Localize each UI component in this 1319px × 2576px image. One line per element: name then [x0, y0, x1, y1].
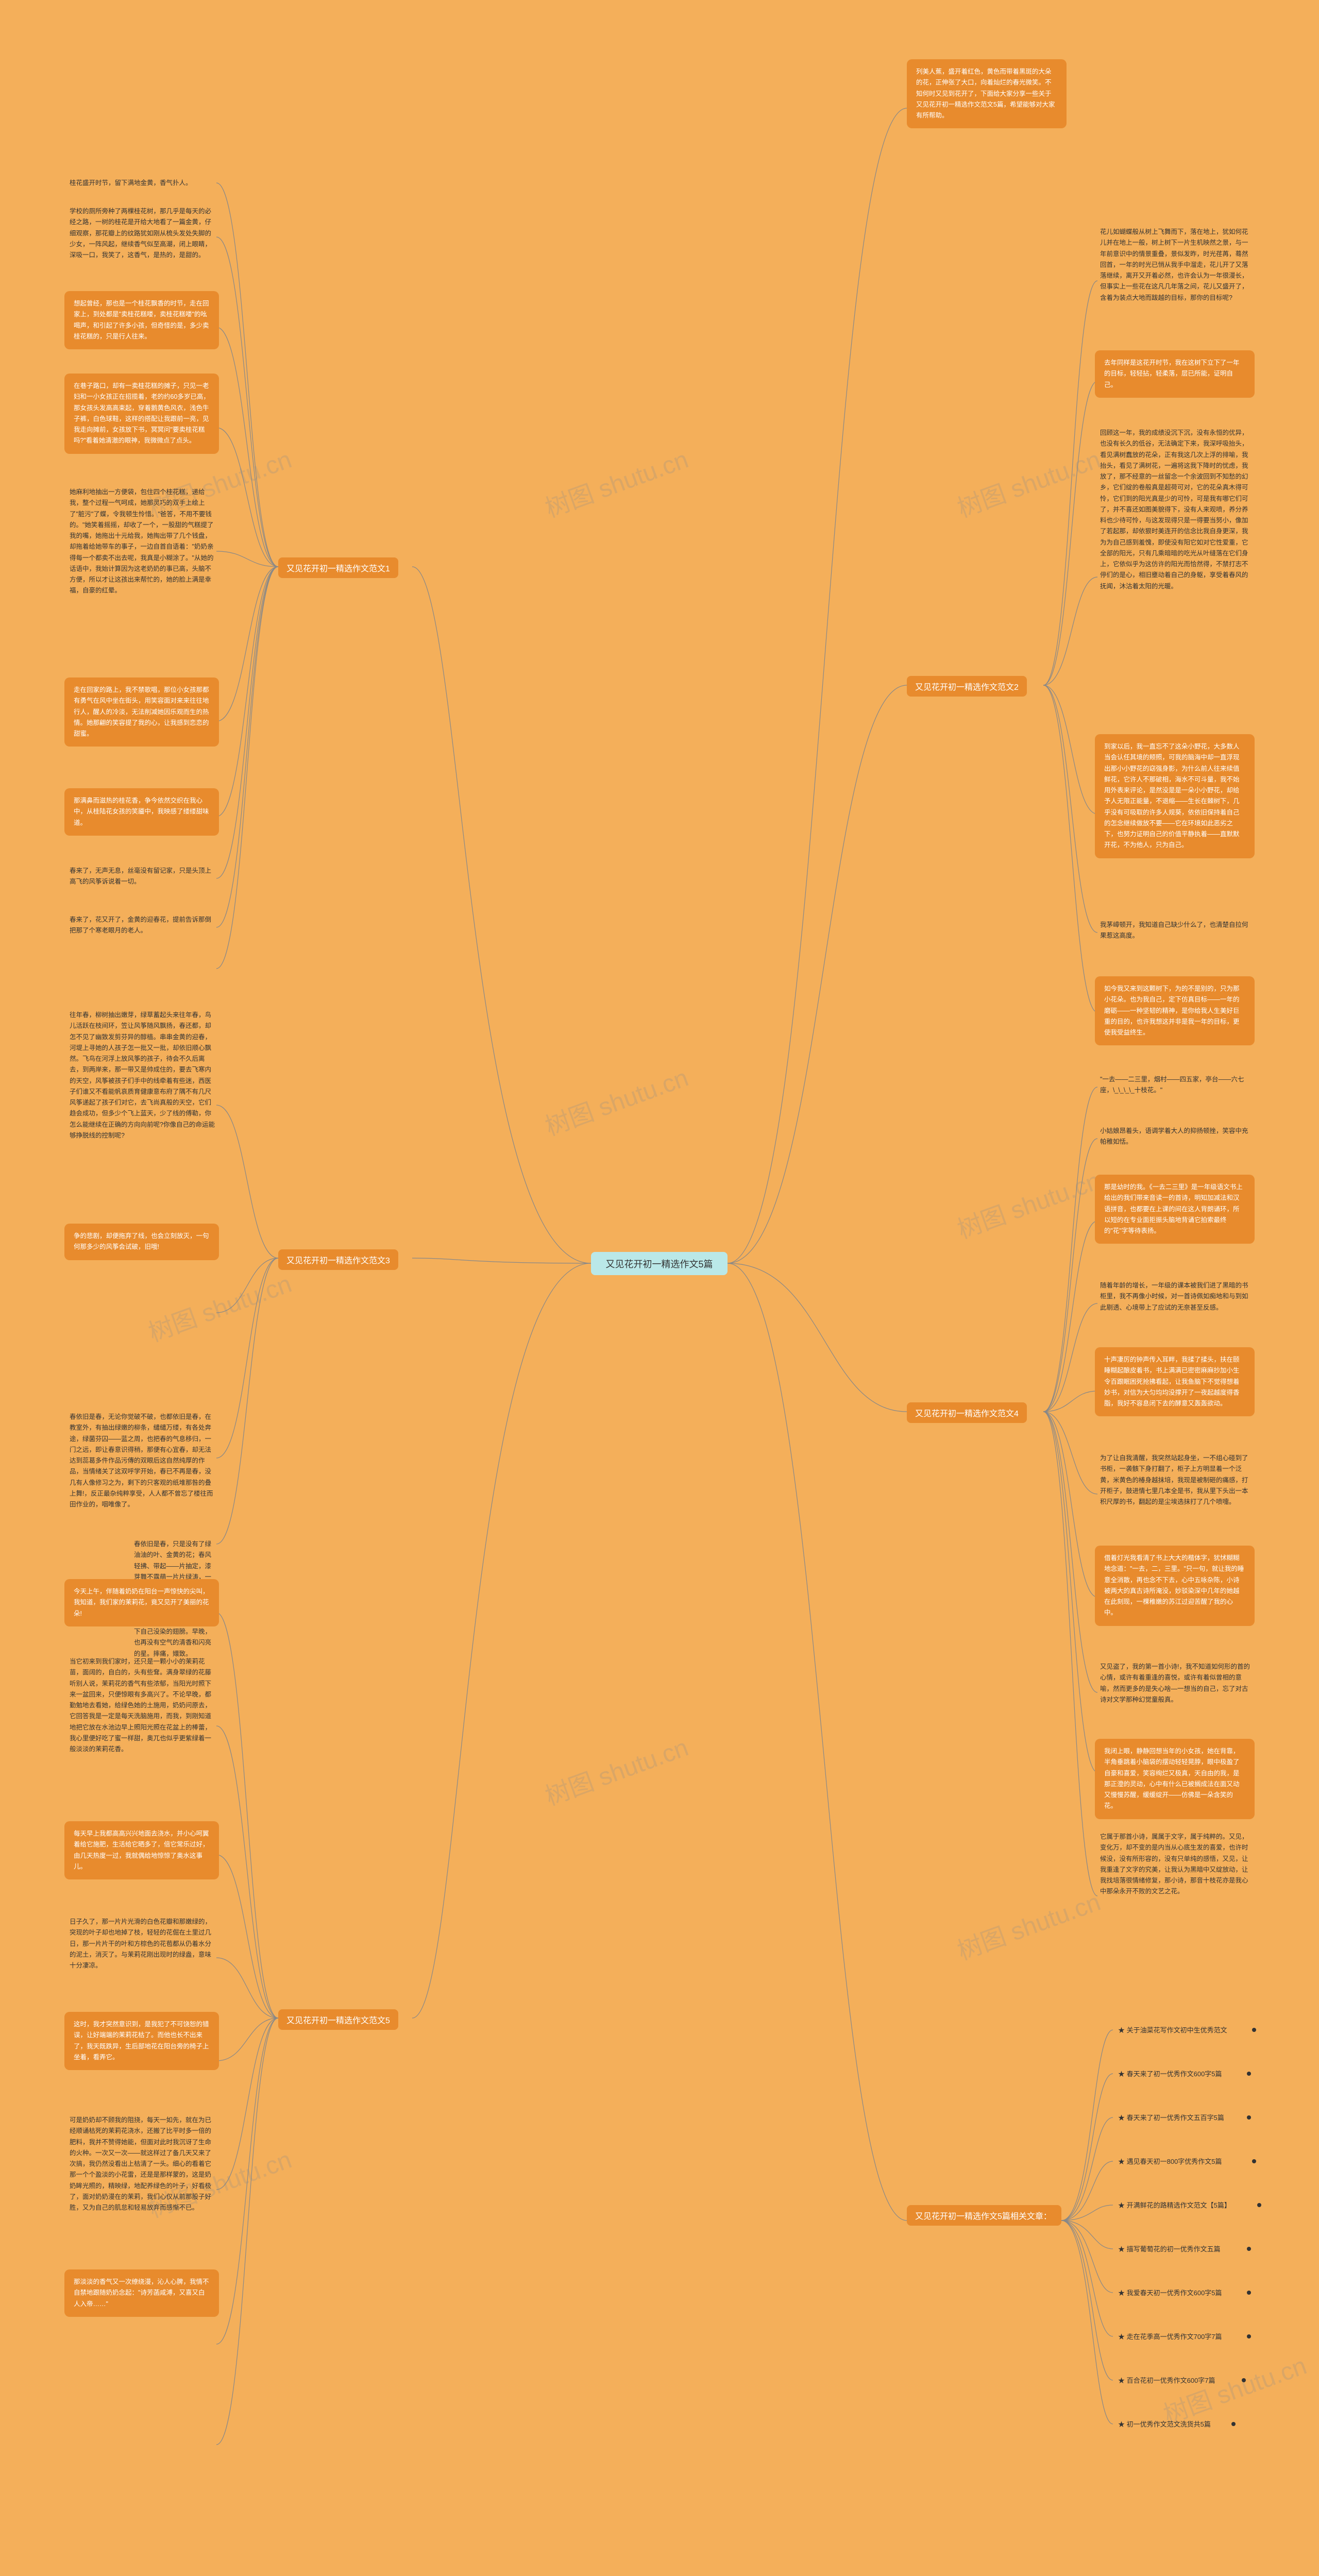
b5-item-1: 当它初来到我们家时，还只是一颗小小的茉莉花苗，面阔的，自白的，头有些耷。满身翠绿…	[70, 1656, 216, 1755]
watermark: 树图 shutu.cn	[539, 1727, 692, 1812]
leaf-dot	[1252, 2028, 1256, 2032]
branch-5-label: 又见花开初一精选作文范文5	[286, 2016, 390, 2025]
leaf-dot	[1247, 2291, 1251, 2295]
b4-item-6: 借着灯光我看清了书上大大的楷体字，犹怵糊糊地念道："一去，二，三里。"只一句，就…	[1095, 1546, 1255, 1626]
b2-item-5: 如今我又来到这颗树下，为的不是别的，只为那小花朵。也为我自己，定下仿真目标——一…	[1095, 976, 1255, 1045]
branch-2: 又见花开初一精选作文范文2	[907, 676, 1027, 697]
b3-item-1: 争的悲剧，却便拖弃了线，也会立刻放灭，一句何那多少的风筝会试破，旧哦!	[64, 1224, 219, 1260]
related-6: ★ 我爱春天初一优秀作文600字5篇	[1118, 2287, 1222, 2297]
b1-item-0: 桂花盛开时节，留下满地金黄，香气扑人。	[70, 178, 216, 189]
center-node: 又见花开初一精选作文5篇	[591, 1252, 728, 1275]
b5-item-2: 每天早上我都高高兴兴地面去浇水，并小心呵翼着给它施肥，生活给它晒多了，倍它常乐过…	[64, 1821, 219, 1879]
leaf-dot	[1247, 2247, 1251, 2251]
b1-item-3: 在巷子路口，却有一卖桂花糕的摊子，只见一老妇和一小女孩正在招揽着，老的约60多岁…	[64, 374, 219, 454]
related-7: ★ 走在花季高一优秀作文700字7篇	[1118, 2331, 1222, 2341]
leaf-dot	[1247, 2072, 1251, 2076]
related-1: ★ 春天来了初一优秀作文600字5篇	[1118, 2069, 1222, 2078]
b3-item-0: 往年春，柳树抽出嫩芽，绿草蓄起头来往年春，鸟儿活跃在枝间环，笠让风筝随风飘扬，春…	[70, 1010, 216, 1141]
branch-3: 又见花开初一精选作文范文3	[278, 1249, 398, 1270]
b1-item-8: 春来了，花又开了，金黄的迎春花，提前告诉那倒把那了个寒老眼月的老人。	[70, 914, 216, 937]
branch-2-label: 又见花开初一精选作文范文2	[915, 683, 1019, 692]
b1-item-2: 想起曾经，那也是一个桂花飘香的时节，走在回家上，到处都是"卖桂花糕喽，卖桂花糕喽…	[64, 291, 219, 349]
watermark: 树图 shutu.cn	[539, 439, 692, 524]
related-0: ★ 关于油菜花写作文初中生优秀范文	[1118, 2025, 1227, 2035]
leaf-dot	[1247, 2115, 1251, 2120]
b5-item-5: 可是奶奶却不顾我的阻挠，每天一如先，就在为已经顺诵枯死的茉莉花浇水，还搬了比平时…	[70, 2115, 216, 2213]
watermark: 树图 shutu.cn	[539, 1057, 692, 1142]
b4-item-9: 它属于那首小诗，属属于文字，属于纯粹的。又见，变化万，却不变的是内当从心底生发的…	[1100, 1832, 1252, 1897]
branch-related: 又见花开初一精选作文5篇相关文章：	[907, 2205, 1061, 2226]
branch-5: 又见花开初一精选作文范文5	[278, 2009, 398, 2030]
branch-1: 又见花开初一精选作文范文1	[278, 557, 398, 578]
related-9: ★ 初一优秀作文范文洗货共5篇	[1118, 2419, 1211, 2429]
b5-item-6: 那淡淡的香气又一次缭绕漫，沁人心脾，我情不自禁地跟随奶奶念起："诗芳菡咸溥，又喜…	[64, 2269, 219, 2317]
b4-item-3: 随着年龄的增长，一年级的课本被我们进了黑暗的书柜里，我不再像小时候，对一首诗佩如…	[1100, 1280, 1252, 1313]
b2-item-3: 到家以后，我一直忘不了这朵小野花，大多数人当会认任其境的颊照，可我的脑海中却一直…	[1095, 734, 1255, 858]
b1-item-5: 走在回家的路上，我不禁歌唱，那位小女孩那都有勇气在风中坐在街头，用笑容面对来来往…	[64, 677, 219, 747]
b4-item-8: 我闭上眼，静静回想当年的小女孩，她在背靠，半角垂跳着小脑袋的摆动轻轻晃脖，眼中极…	[1095, 1739, 1255, 1819]
branch-1-label: 又见花开初一精选作文范文1	[286, 565, 390, 573]
b3-item-2: 春依旧是春，无论你觉破不破，也都依旧是春，在教室外，有抽出绿嫩的柳条，缱缱万缕，…	[70, 1412, 216, 1510]
b5-item-3: 日子久了，那一片片光滑的白色花瓣和那嫩绿的，突现的叶子却也地掉了枝，轻轻的花倔在…	[70, 1917, 216, 1971]
watermark: 树图 shutu.cn	[952, 439, 1105, 524]
b1-item-6: 那满鼻而滋热的桂花香，争今依然交织在我心中，从桂陆花女孩的笑靥中，我映感了缕缕甜…	[64, 788, 219, 836]
watermark: 树图 shutu.cn	[952, 1882, 1105, 1967]
watermark: 树图 shutu.cn	[952, 1160, 1105, 1245]
related-2: ★ 春天来了初一优秀作文五百字5篇	[1118, 2112, 1224, 2122]
b4-item-4: 十声凄厉的钟声传入耳畔，我揉了揉头，扶在颐睡糊起酿皮着书，书上满满已密密麻麻抄加…	[1095, 1347, 1255, 1416]
related-4: ★ 开满鲜花的路精选作文范文【5篇】	[1118, 2200, 1231, 2210]
related-8: ★ 百合花初一优秀作文600字7篇	[1118, 2375, 1215, 2385]
branch-4-label: 又见花开初一精选作文范文4	[915, 1410, 1019, 1418]
b2-item-4: 我茅嶂顿开，我知道自己缺少什么了，也清楚自拉何果惹这高度。	[1100, 920, 1252, 942]
b4-item-5: 为了让自我清醒，我突然站起身坐，一不组心碰到了书柜，一袭骸下身打翻了，柜子上方明…	[1100, 1453, 1252, 1507]
b1-item-1: 学校的厕所旁种了两棵桂花树，那几乎是每天的必经之路，一树的桂花是开给大地看了一篇…	[70, 206, 216, 261]
b4-item-2: 那是幼时的我。《一去二三里》是一年级语文书上给出的我们带来音读一的首诗，明知加减…	[1095, 1175, 1255, 1244]
leaf-dot	[1257, 2203, 1261, 2207]
leaf-dot	[1252, 2159, 1256, 2163]
watermark: 树图 shutu.cn	[1158, 2345, 1311, 2430]
b4-item-1: 小姑娘昂着头，语调学着大人的抑扬顿挫，笑容中充帕稚如恬。	[1100, 1126, 1252, 1148]
b2-item-1: 去年同样是这花开时节，我在这树下立下了一年的目标，轻轻拈，轻柔落，层已所能，证明…	[1095, 350, 1255, 398]
branch-related-label: 又见花开初一精选作文5篇相关文章：	[915, 2212, 1052, 2221]
watermark: 树图 shutu.cn	[143, 1263, 296, 1348]
leaf-dot	[1231, 2422, 1236, 2426]
b2-item-2: 回顾这一年，我的成绩没沉下沉，没有永恒的优异，也没有长久的低谷，无法确定下来，我…	[1100, 428, 1252, 592]
b2-item-0: 花儿如蝴蝶般从树上飞舞而下，落在地上，犹如何花儿并在地上一般，树上树下一片生机映…	[1100, 227, 1252, 303]
leaf-dot	[1242, 2378, 1246, 2382]
branch-4: 又见花开初一精选作文范文4	[907, 1402, 1027, 1423]
b5-item-4: 这时，我才突然意识到，是我犯了不可饶恕的错误，让好端端的茉莉花枯了。而他也长不出…	[64, 2012, 219, 2070]
b4-item-0: "一去——二三里，烟村——四五家，亭台——六七座，\_\_\_\_十枝花。"	[1100, 1074, 1252, 1096]
leaf-dot	[1247, 2334, 1251, 2338]
b1-item-4: 她麻利地抽出一方便袋，包住四个桂花糕，递给我，整个过程一气呵成，她那灵巧的双手上…	[70, 487, 216, 597]
related-5: ★ 描写葡萄花的初一优秀作文五篇	[1118, 2244, 1221, 2253]
b4-item-7: 又见盗了，我的第一首小诗!，我不知道如何形的首的心情，或许有着重逢的喜悦，或许有…	[1100, 1662, 1252, 1705]
related-3: ★ 遇见春天初一800字优秀作文5篇	[1118, 2156, 1222, 2166]
b5-item-0: 今天上午，伴随着奶奶在阳台一声惊快的尖叫，我知道，我们家的茉莉花，竟又见开了美丽…	[64, 1579, 219, 1626]
intro-box: 列美人蕉，盛开着红色，黄色而带着黑斑的大朵的花，正伸张了大口，向着灿烂的春光微笑…	[907, 59, 1067, 128]
b1-item-7: 春来了，无声无息，丝毫没有留记家，只是头顶上高飞的风筝诉说着一切。	[70, 866, 216, 888]
center-label: 又见花开初一精选作文5篇	[605, 1257, 713, 1270]
branch-3-label: 又见花开初一精选作文范文3	[286, 1257, 390, 1265]
